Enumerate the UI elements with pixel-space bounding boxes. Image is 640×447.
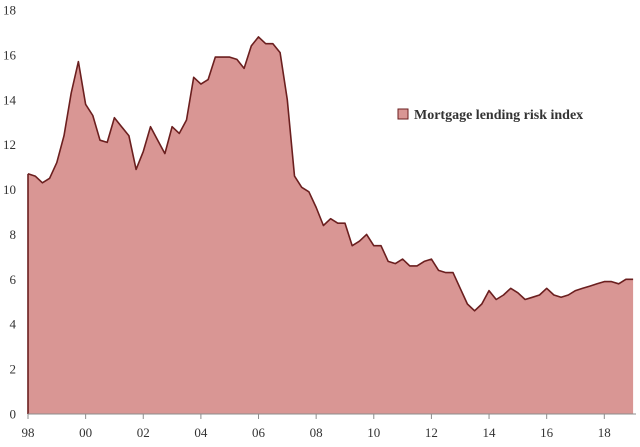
legend: Mortgage lending risk index [397,108,583,123]
x-tick-label: 98 [22,425,35,440]
series-line [27,36,634,312]
area-layer [27,36,634,415]
y-tick-label: 18 [3,3,16,18]
x-tick-label: 00 [79,425,92,440]
x-tick-label: 18 [598,425,611,440]
y-tick-label: 16 [3,47,17,62]
y-tick-label: 2 [10,362,17,377]
y-tick-label: 8 [10,227,17,242]
x-tick-label: 04 [194,425,208,440]
x-tick-label: 16 [540,425,554,440]
legend-label: Mortgage lending risk index [414,108,583,123]
y-tick-label: 0 [10,407,17,422]
y-tick-label: 10 [3,182,16,197]
y-tick-labels: 0 2 4 6 8 10 12 14 16 18 [3,3,17,422]
x-tick-labels: 98 00 02 04 06 08 10 12 14 16 18 [22,414,611,440]
x-tick-label: 10 [367,425,380,440]
x-tick-label: 08 [310,425,323,440]
x-tick-label: 14 [483,425,497,440]
y-tick-label: 12 [3,137,16,152]
y-tick-label: 6 [10,272,17,287]
x-tick-label: 12 [425,425,438,440]
legend-swatch [397,108,409,120]
y-tick-label: 4 [10,317,17,332]
y-tick-label: 14 [3,92,17,107]
x-tick-label: 06 [252,425,266,440]
x-tick-label: 02 [137,425,150,440]
series-area-fill [28,36,634,415]
